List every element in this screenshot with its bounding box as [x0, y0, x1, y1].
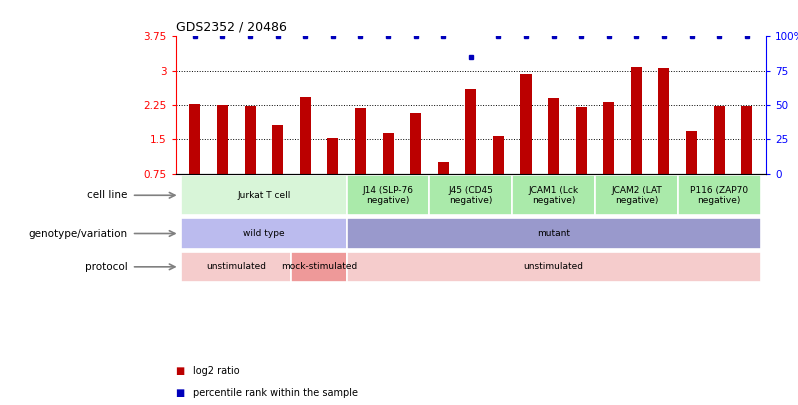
Bar [244, 106, 255, 174]
Bar [512, 175, 595, 215]
Text: unstimulated: unstimulated [206, 262, 267, 271]
Text: Jurkat T cell: Jurkat T cell [237, 191, 290, 200]
Bar [346, 175, 429, 215]
Text: cell line: cell line [87, 190, 128, 200]
Bar [272, 125, 283, 174]
Bar [520, 75, 531, 174]
Text: percentile rank within the sample: percentile rank within the sample [193, 388, 358, 398]
Text: ■: ■ [176, 366, 188, 375]
Bar [678, 175, 760, 215]
Bar [438, 162, 448, 174]
Bar [465, 89, 476, 174]
Text: J14 (SLP-76
negative): J14 (SLP-76 negative) [362, 185, 413, 205]
Bar [595, 175, 678, 215]
Bar [658, 68, 670, 174]
Bar [181, 218, 346, 249]
Bar [548, 98, 559, 174]
Bar [603, 102, 614, 174]
Bar [346, 218, 760, 249]
Text: unstimulated: unstimulated [523, 262, 583, 271]
Bar [382, 132, 393, 174]
Bar [291, 252, 346, 282]
Text: JCAM2 (LAT
negative): JCAM2 (LAT negative) [611, 185, 662, 205]
Text: P116 (ZAP70
negative): P116 (ZAP70 negative) [690, 185, 749, 205]
Text: wild type: wild type [243, 229, 285, 238]
Bar [181, 252, 291, 282]
Bar [575, 107, 587, 174]
Text: GDS2352 / 20486: GDS2352 / 20486 [176, 21, 286, 34]
Bar [189, 104, 200, 174]
Text: JCAM1 (Lck
negative): JCAM1 (Lck negative) [528, 185, 579, 205]
Text: mock-stimulated: mock-stimulated [281, 262, 358, 271]
Bar [741, 107, 753, 174]
Bar [686, 131, 697, 174]
Bar [181, 175, 346, 215]
Text: genotype/variation: genotype/variation [29, 228, 128, 239]
Bar [429, 175, 512, 215]
Text: protocol: protocol [85, 262, 128, 272]
Bar [346, 252, 760, 282]
Bar [493, 136, 504, 174]
Bar [217, 105, 228, 174]
Text: ■: ■ [176, 388, 188, 398]
Text: log2 ratio: log2 ratio [193, 366, 239, 375]
Bar [713, 107, 725, 174]
Text: mutant: mutant [537, 229, 570, 238]
Bar [300, 97, 310, 174]
Bar [410, 113, 421, 174]
Bar [327, 139, 338, 174]
Bar [631, 67, 642, 174]
Bar [355, 108, 366, 174]
Text: J45 (CD45
negative): J45 (CD45 negative) [448, 185, 493, 205]
